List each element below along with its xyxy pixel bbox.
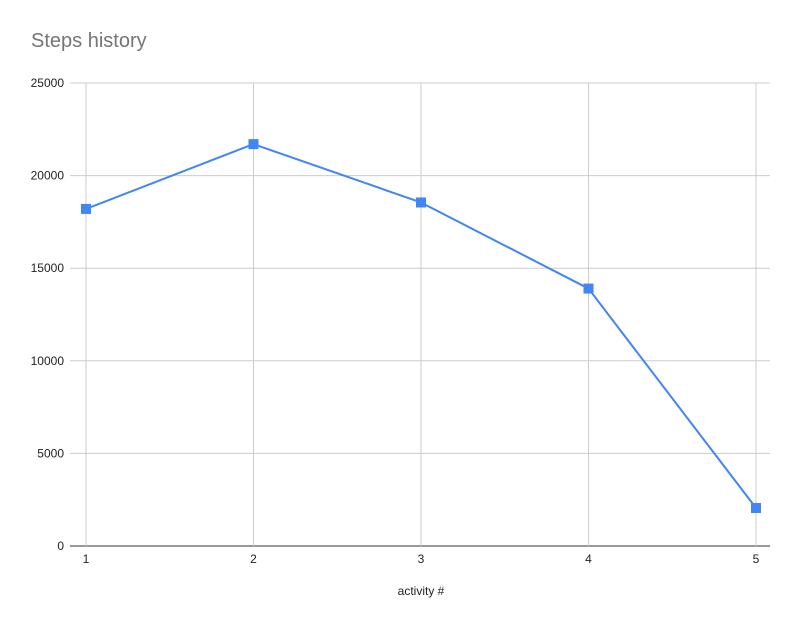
x-tick-label-2: 3 <box>418 552 425 566</box>
data-point-5 <box>751 503 761 514</box>
y-tick-label-2: 10000 <box>31 354 65 368</box>
x-tick-label-1: 2 <box>250 552 257 566</box>
y-tick-label-3: 15000 <box>31 261 65 275</box>
y-axis-ticks: 0 5000 10000 15000 20000 25000 <box>31 76 65 553</box>
x-tick-label-3: 4 <box>585 552 592 566</box>
y-tick-label-5: 25000 <box>31 76 65 90</box>
series-layer <box>81 139 761 514</box>
x-axis-title: activity # <box>398 584 445 598</box>
data-point-1 <box>81 203 91 214</box>
data-point-3 <box>416 197 426 208</box>
data-point-2 <box>248 139 259 150</box>
chart-title: Steps history <box>31 30 147 52</box>
x-tick-label-0: 1 <box>83 552 90 566</box>
y-tick-label-0: 0 <box>57 539 64 553</box>
data-point-4 <box>583 283 594 294</box>
x-axis-ticks: 1 2 3 4 5 <box>83 552 760 566</box>
y-tick-label-1: 5000 <box>37 446 64 460</box>
x-tick-label-4: 5 <box>753 552 760 566</box>
grid-lines <box>70 82 770 547</box>
y-tick-label-4: 20000 <box>31 169 65 183</box>
